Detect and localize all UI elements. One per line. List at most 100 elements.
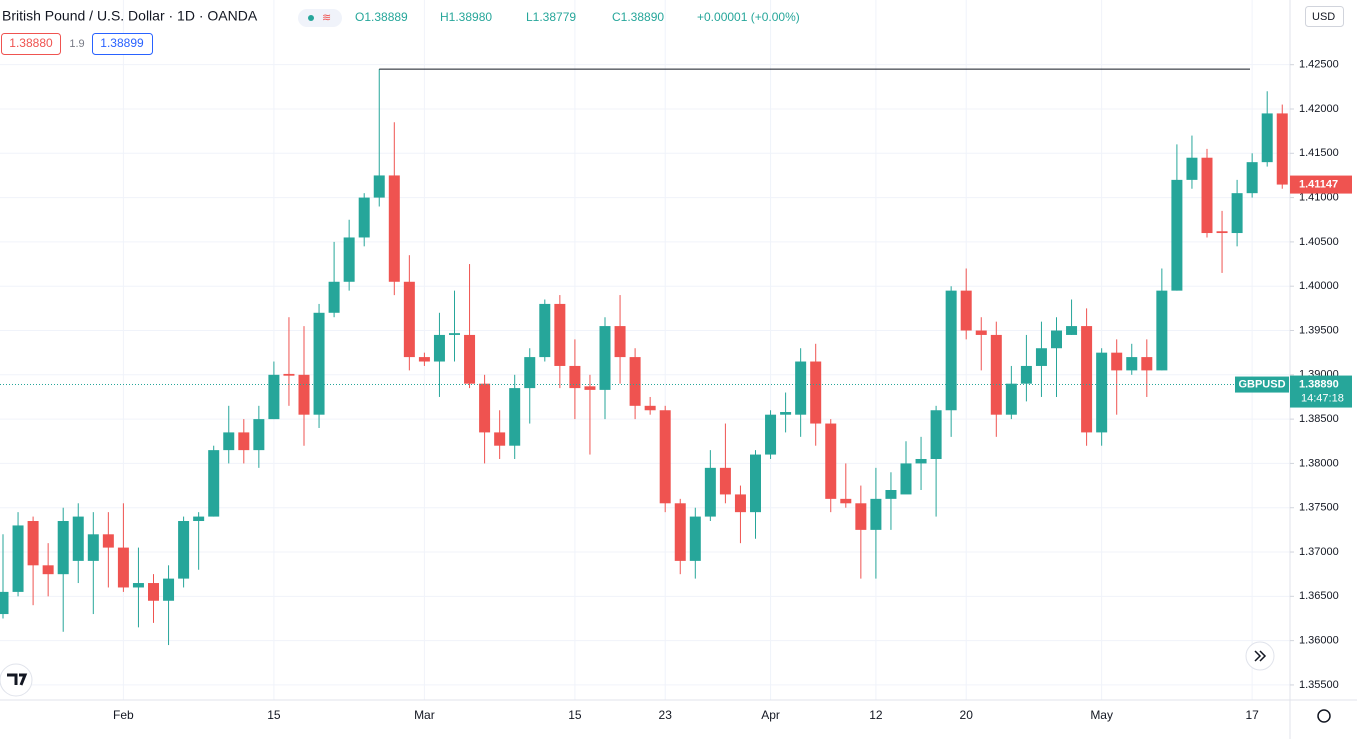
sell-button[interactable]: [1, 33, 61, 55]
candle-body: [283, 373, 295, 376]
candle-body: [930, 410, 942, 459]
logo-mark: [7, 673, 28, 686]
candle-body: [328, 281, 340, 313]
y-tick-label: 1.37500: [1299, 502, 1339, 514]
candle-body: [193, 516, 205, 522]
candle-body: [72, 516, 84, 561]
candle-body: [509, 388, 521, 446]
candle-body: [253, 419, 265, 451]
ohlc-c: C1.38890: [612, 10, 664, 24]
candle-body: [524, 357, 536, 389]
candle-body: [704, 467, 716, 517]
symbol-title: British Pound / U.S. Dollar · 1D · OANDA: [2, 8, 258, 24]
price-tag-label: 1.38890: [1299, 378, 1339, 390]
candle-body: [825, 423, 837, 499]
x-tick-label: 23: [659, 708, 673, 722]
candle-body: [223, 432, 235, 451]
candle-body: [1231, 193, 1243, 234]
candle-body: [554, 303, 566, 366]
candle-body: [132, 583, 144, 588]
candles: [0, 69, 1288, 646]
y-tick-label: 1.36000: [1299, 635, 1339, 647]
x-tick-label: 15: [568, 708, 582, 722]
y-tick-label: 1.40500: [1299, 236, 1339, 248]
x-tick-label: Feb: [113, 708, 134, 722]
countdown: 14:47:18: [1301, 392, 1344, 404]
candle-body: [268, 374, 280, 420]
candle-body: [795, 361, 807, 415]
x-tick-label: Mar: [414, 708, 435, 722]
candle-body: [1126, 357, 1138, 371]
candle-body: [418, 357, 430, 362]
currency-dropdown[interactable]: [1305, 6, 1344, 27]
candle-body: [178, 521, 190, 579]
candle-body: [584, 386, 596, 390]
ohlc-l: L1.38779: [526, 10, 576, 24]
candle-body: [117, 547, 129, 588]
candle-body: [840, 498, 852, 504]
y-tick-label: 1.41500: [1299, 147, 1339, 159]
last-price-tag: [1290, 175, 1352, 194]
candle-body: [298, 374, 310, 415]
buy-price: 1.38899: [100, 36, 144, 50]
legend: British Pound / U.S. Dollar · 1D · OANDA…: [1, 8, 800, 55]
currency: USD: [1312, 11, 1335, 23]
y-tick-label: 1.39500: [1299, 324, 1339, 336]
candle-body: [0, 591, 9, 615]
candle-body: [569, 365, 581, 389]
candle-body: [855, 503, 867, 530]
spread: 1.9: [69, 38, 84, 50]
x-tick-label: May: [1090, 708, 1113, 722]
candle-body: [494, 432, 506, 446]
candle-body: [780, 412, 792, 415]
candle-body: [464, 334, 476, 384]
scroll-icon: [1254, 650, 1267, 662]
x-tick-label: 15: [267, 708, 281, 722]
symbol-tag: [1235, 376, 1289, 393]
candle-body: [1051, 330, 1062, 349]
candle-body: [433, 334, 445, 362]
candle-body: [599, 326, 611, 390]
candle-body: [403, 281, 415, 358]
candle-body: [1111, 352, 1123, 371]
candle-body: [57, 521, 69, 575]
y-tick-label: 1.37000: [1299, 546, 1339, 558]
candle-body: [960, 290, 972, 331]
x-tick-label: Apr: [761, 708, 780, 722]
candle-body: [1035, 348, 1047, 366]
y-tick-label: 1.38000: [1299, 457, 1339, 469]
candle-body: [990, 334, 1002, 415]
candle-body: [1020, 365, 1032, 384]
candle-body: [750, 454, 761, 513]
status-pill[interactable]: [298, 9, 342, 27]
ohlc-h: H1.38980: [440, 10, 492, 24]
candle-body: [629, 357, 641, 406]
candle-body: [614, 326, 626, 358]
candle-body: [765, 414, 777, 455]
ohlc-change: +0.00001 (+0.00%): [697, 10, 800, 24]
candle-body: [449, 333, 460, 335]
candle-body: [1261, 113, 1273, 163]
candle-body: [12, 525, 24, 592]
status-dot: [308, 15, 314, 21]
candle-body: [674, 503, 686, 561]
candle-body: [1186, 157, 1198, 180]
candle-body: [644, 405, 656, 411]
x-tick-label: 17: [1245, 708, 1259, 722]
candle-body: [915, 458, 927, 464]
candle-body: [539, 303, 551, 358]
y-tick-label: 1.38500: [1299, 413, 1339, 425]
symbol-label: GBPUSD: [1238, 378, 1285, 390]
price-tag: [1290, 375, 1352, 408]
candle-body: [102, 534, 114, 548]
candle-body: [27, 521, 39, 566]
candle-body: [810, 361, 822, 424]
candle-body: [87, 534, 99, 561]
buy-button[interactable]: [92, 33, 153, 55]
candle-body: [358, 197, 370, 238]
candle-body: [238, 432, 250, 451]
settings-icon[interactable]: [1317, 709, 1331, 723]
candle-body: [1216, 231, 1228, 234]
